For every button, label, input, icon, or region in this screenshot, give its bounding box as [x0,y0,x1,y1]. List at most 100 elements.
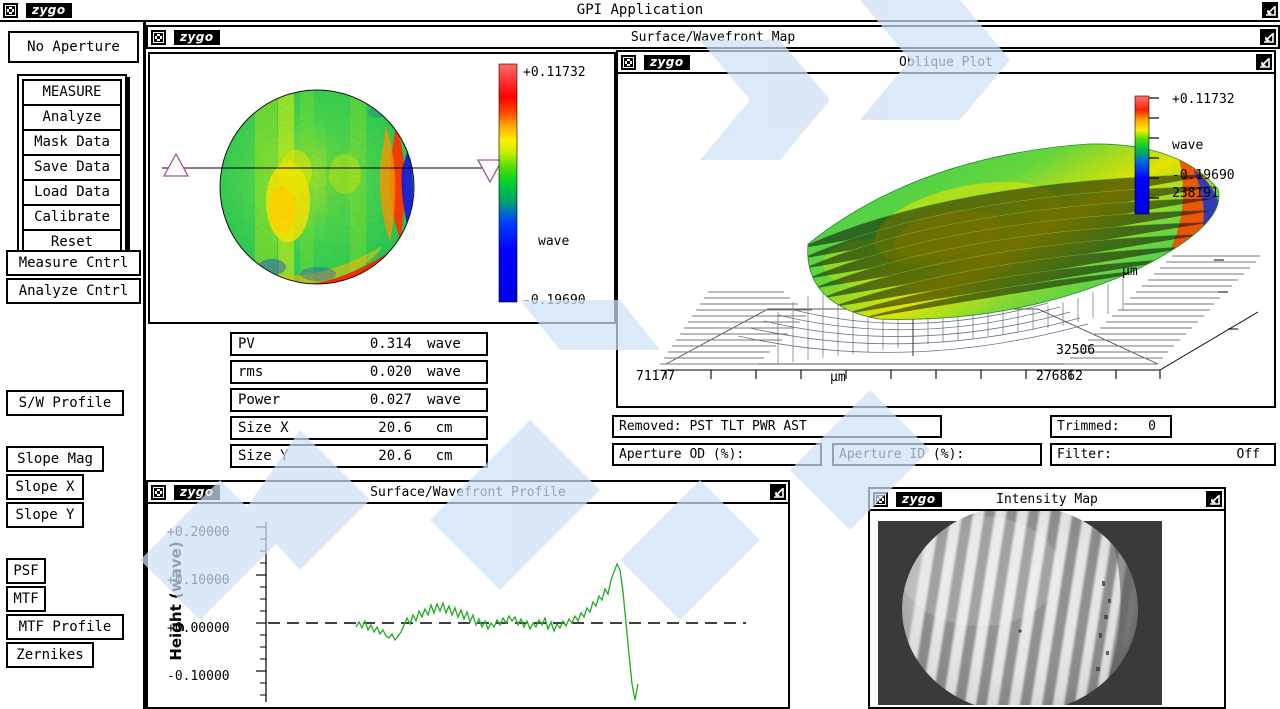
removed-terms-label: Removed: PST TLT PWR AST [619,419,807,434]
zygo-logo: zygo [26,2,72,18]
colorbar-min-label: -0.19690 [523,293,586,308]
system-menu-icon[interactable] [151,29,166,45]
colorbar-unit-label: wave [538,234,570,249]
zygo-logo: zygo [174,484,220,500]
analyze-button[interactable]: Analyze [22,104,122,131]
oblique-colorbar-unit: wave [1172,138,1204,153]
stat-label: PV [238,336,255,352]
sidebar: No Aperture MEASURE Analyze Mask Data Sa… [0,22,146,709]
trimmed-box[interactable]: Trimmed: 0 [1050,415,1172,438]
stat-row[interactable]: rms 0.020 wave [230,360,488,384]
oblique-plot-title: Oblique Plot [899,54,993,70]
profile-start-marker [162,152,190,177]
stat-label: Power [238,392,281,408]
system-menu-icon[interactable] [873,491,888,507]
filter-label: Filter: [1057,447,1112,462]
interferogram-image [870,511,1224,707]
stat-row[interactable]: Power 0.027 wave [230,388,488,412]
aperture-od-field[interactable]: Aperture OD (%): [612,443,822,466]
intensity-titlebar: zygo Intensity Map [868,487,1226,511]
oblique-depth-axis-unit: µm [1122,264,1138,279]
oblique-depth-axis-value: 32506 [1056,343,1096,358]
profile-chart-svg [148,504,788,705]
surface-map-titlebar: zygo Surface/Wavefront Map [146,25,1280,49]
stat-unit: cm [435,420,453,436]
stat-unit: wave [427,336,461,352]
stat-row[interactable]: Size Y 20.6 cm [230,444,488,468]
stat-value: 0.314 [369,336,412,352]
aperture-od-label: Aperture OD (%): [619,447,745,462]
stat-unit: wave [427,364,461,380]
profile-y-axis-title: Height (wave) [167,541,185,661]
stat-unit: cm [435,448,453,464]
app-title: GPI Application [576,2,704,18]
zernikes-button[interactable]: Zernikes [6,642,94,668]
zygo-logo: zygo [174,29,220,45]
resize-corner-icon[interactable] [1262,2,1278,18]
intensity-body[interactable] [868,511,1226,709]
surface-map-svg [150,54,614,322]
save-data-button[interactable]: Save Data [22,154,122,181]
oblique-colorbar-extra: 238191 [1172,186,1219,201]
aperture-id-label: Aperture ID (%): [839,447,965,462]
stat-value: 0.027 [369,392,412,408]
stat-value: 20.6 [378,448,412,464]
system-menu-icon[interactable] [3,2,18,18]
profile-ytick-label: -0.10000 [167,669,230,684]
profile-end-marker [476,159,504,184]
mtf-profile-button[interactable]: MTF Profile [6,614,124,640]
zygo-logo: zygo [644,54,690,70]
measure-button-group: MEASURE Analyze Mask Data Save Data Load… [17,74,127,261]
measure-cntrl-button[interactable]: Measure Cntrl [6,250,141,276]
oblique-colorbar-max: +0.11732 [1172,92,1235,107]
resize-corner-icon[interactable] [1260,29,1276,45]
profile-title: Surface/Wavefront Profile [370,484,566,500]
system-menu-icon[interactable] [151,484,166,500]
surface-map-plot[interactable]: +0.11732 wave -0.19690 [148,52,616,324]
measure-button[interactable]: MEASURE [22,79,122,106]
oblique-colorbar-min: -0.19690 [1172,168,1235,183]
stat-unit: wave [427,392,461,408]
zygo-logo: zygo [896,491,942,507]
slope-x-button[interactable]: Slope X [6,474,84,500]
sw-profile-button[interactable]: S/W Profile [6,390,124,416]
filter-box[interactable]: Filter: Off [1050,443,1276,466]
resize-corner-icon[interactable] [1206,491,1222,507]
analyze-cntrl-button[interactable]: Analyze Cntrl [6,278,141,304]
trimmed-label: Trimmed: [1057,419,1120,434]
profile-ytick-label: +0.00000 [167,621,230,636]
psf-button[interactable]: PSF [6,558,46,584]
oblique-x-unit-label: µm [830,370,846,385]
oblique-plot-titlebar: zygo Oblique Plot [616,50,1276,74]
oblique-plot-body[interactable]: +0.11732 wave -0.19690 238191 µm 32506 7… [616,74,1276,408]
stat-value: 20.6 [378,420,412,436]
mtf-button[interactable]: MTF [6,586,46,612]
trimmed-value: 0 [1148,419,1156,434]
resize-corner-icon[interactable] [1256,54,1272,70]
slope-mag-button[interactable]: Slope Mag [6,446,104,472]
resize-corner-icon[interactable] [770,484,786,500]
profile-titlebar: zygo Surface/Wavefront Profile [146,480,790,504]
slope-y-button[interactable]: Slope Y [6,502,84,528]
system-menu-icon[interactable] [621,54,636,70]
profile-body[interactable]: +0.20000 +0.10000 +0.00000 -0.10000 Heig… [146,504,790,709]
load-data-button[interactable]: Load Data [22,179,122,206]
surface-map-title: Surface/Wavefront Map [630,29,796,45]
colorbar-max-label: +0.11732 [523,65,586,80]
app-titlebar: zygo GPI Application [0,0,1280,22]
calibrate-button[interactable]: Calibrate [22,204,122,231]
stat-label: rms [238,364,264,380]
mask-data-button[interactable]: Mask Data [22,129,122,156]
filter-value: Off [1236,447,1260,462]
oblique-x-max-label: 276862 [1036,369,1083,384]
stat-row[interactable]: Size X 20.6 cm [230,416,488,440]
oblique-plot-svg [618,74,1274,404]
stat-label: Size Y [238,448,289,464]
stat-label: Size X [238,420,289,436]
oblique-x-min-label: 71177 [636,369,676,384]
stat-value: 0.020 [369,364,412,380]
aperture-selector-button[interactable]: No Aperture [8,31,139,63]
stat-row[interactable]: PV 0.314 wave [230,332,488,356]
aperture-id-field[interactable]: Aperture ID (%): [832,443,1042,466]
removed-terms-box[interactable]: Removed: PST TLT PWR AST [612,415,942,438]
